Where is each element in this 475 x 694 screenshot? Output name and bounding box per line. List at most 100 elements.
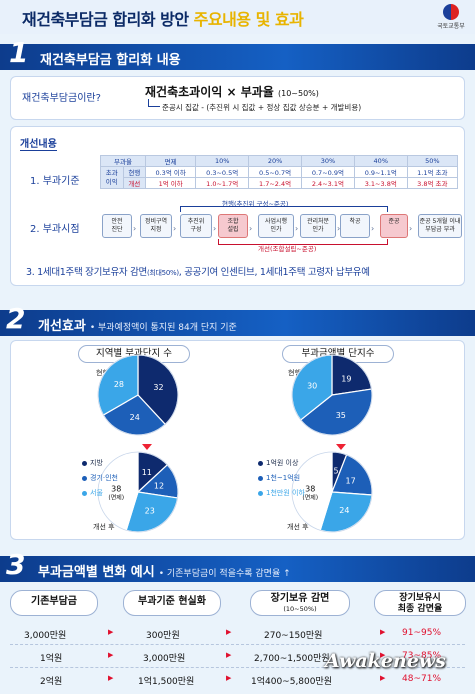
col-head-rate-l2: 최종 감면율 bbox=[397, 604, 443, 614]
flow-current-bracket bbox=[180, 206, 388, 212]
flow-arrow-icon: › bbox=[173, 224, 177, 233]
pie-value-label: 5 bbox=[334, 466, 339, 475]
pie-exempt-label: (면제) bbox=[108, 494, 124, 502]
flow-step-line1: 안전 bbox=[111, 218, 123, 225]
flow-arrow-icon: › bbox=[249, 224, 253, 233]
flow-step-line2: 인가 bbox=[270, 226, 282, 233]
pie-value-label: 32 bbox=[153, 383, 163, 392]
definition-question: 재건축부담금이란? bbox=[22, 93, 101, 104]
section1-bar bbox=[0, 44, 475, 70]
flow-arrow-icon: › bbox=[295, 224, 299, 233]
flow-step-line1: 준공 5개월 이내 bbox=[419, 218, 461, 225]
legend-text: 1억원 이상 bbox=[266, 459, 299, 467]
pie-exempt-label: (면제) bbox=[302, 494, 318, 502]
flow-arrow-icon: › bbox=[337, 224, 341, 233]
example-rate: 73~85% bbox=[402, 651, 441, 661]
flow-step: 관리처분 인가 bbox=[300, 214, 336, 238]
rate-header-cell: 10% bbox=[195, 155, 250, 167]
section2-number: 2 bbox=[6, 302, 26, 335]
pie-value-label: 11 bbox=[142, 468, 152, 477]
flow-step-line2: 지정 bbox=[150, 226, 162, 233]
pie-value-label: 35 bbox=[336, 411, 346, 420]
rate-table: 부과율 면제 10% 20% 30% 40% 50% 초과 이익 현행 0.3억… bbox=[99, 155, 459, 189]
right-after-label: 개선 후 bbox=[287, 523, 309, 531]
pie-value-label: 28 bbox=[114, 380, 124, 389]
pie-value-label: 38 bbox=[305, 485, 315, 494]
example-long: 270~150만원 bbox=[264, 631, 323, 641]
flow-arrow-icon: › bbox=[213, 224, 217, 233]
example-long: 2,700~1,500만원 bbox=[254, 654, 330, 664]
section1-title: 재건축부담금 합리화 내용 bbox=[40, 53, 181, 68]
flow-step-line2: 인가 bbox=[312, 226, 324, 233]
flow-arrow-icon: › bbox=[371, 224, 375, 233]
item1-label: 1. 부과기준 bbox=[30, 176, 80, 187]
col-head-long-sub: (10~50%) bbox=[283, 605, 317, 613]
flow-step: 추진위 구성 bbox=[180, 214, 212, 238]
example-rate: 48~71% bbox=[402, 674, 441, 684]
section3-title: 부과금액별 변화 예시 • 기존부담금이 적을수록 감면율 ↑ bbox=[38, 561, 291, 580]
flow-step-line1: 정비구역 bbox=[144, 218, 168, 225]
legend-swatch bbox=[258, 460, 263, 466]
legend-item: 서울 bbox=[82, 488, 118, 498]
item3-part-b: (최대50%) bbox=[146, 269, 179, 277]
section2-bar bbox=[0, 310, 475, 336]
ministry-logo: 국토교통부 bbox=[434, 4, 468, 30]
row-arrow-icon: ▶ bbox=[226, 628, 232, 636]
legend-item: 1천만원 이하 bbox=[258, 488, 305, 498]
legend-swatch bbox=[258, 475, 263, 481]
flow-step-line2: 구성 bbox=[190, 226, 202, 233]
flow-arrow-icon: › bbox=[133, 224, 137, 233]
pie-value-label: 24 bbox=[130, 413, 140, 422]
legend-text: 1천만원 이하 bbox=[266, 489, 305, 497]
left-current-label: 현행 bbox=[96, 369, 109, 377]
flow-step: 착공 bbox=[340, 214, 370, 238]
legend-item: 경기·인천 bbox=[82, 473, 118, 483]
section3-title-text: 부과금액별 변화 예시 bbox=[38, 565, 155, 580]
ministry-emblem-icon bbox=[443, 4, 459, 20]
flow-step-line1: 관리처분 bbox=[306, 218, 330, 225]
formula-detail: 준공시 집값 - (추진위 시 집값 + 정상 집값 상승분 + 개발비용) bbox=[162, 103, 362, 112]
flow-improved-bracket bbox=[218, 239, 388, 245]
rate-cell: 3.8억 초과 bbox=[406, 177, 459, 189]
flow-step-line1: 사업시행 bbox=[264, 218, 288, 225]
legend-swatch bbox=[258, 490, 263, 496]
col-head-rate: 장기보유시 최종 감면율 bbox=[374, 590, 466, 616]
flow-improved-note: 개선(조합설립~준공) bbox=[258, 245, 317, 253]
item3-part-c: , 공공기여 인센티브, 1세대1주택 고령자 납부유예 bbox=[178, 267, 370, 278]
flow-step: 조합 설립 bbox=[218, 214, 248, 238]
row-arrow-icon: ▶ bbox=[226, 651, 232, 659]
formula-range: (10~50%) bbox=[278, 89, 319, 98]
left-after-label: 개선 후 bbox=[93, 523, 115, 531]
flow-step: 준공 bbox=[380, 214, 408, 238]
legend-swatch bbox=[82, 460, 87, 466]
pie-outline bbox=[291, 451, 373, 533]
section2-title-text: 개선효과 bbox=[38, 319, 86, 334]
item2-label: 2. 부과시점 bbox=[30, 224, 80, 235]
page-title: 재건축부담금 합리화 방안 주요내용 및 효과 bbox=[22, 6, 304, 30]
legend-item: 지방 bbox=[82, 458, 118, 468]
flow-step: 준공 5개월 이내 부담금 부과 bbox=[418, 214, 462, 238]
improvement-label: 개선내용 bbox=[20, 135, 57, 151]
section1-number: 1 bbox=[9, 36, 29, 69]
section2-subtitle: • 부과예정액이 통지된 84개 단지 기준 bbox=[89, 323, 237, 333]
row-arrow-icon: ▶ bbox=[226, 674, 232, 682]
example-base: 2억원 bbox=[40, 677, 63, 687]
example-realistic: 3,000만원 bbox=[143, 654, 186, 664]
example-rate: 91~95% bbox=[402, 628, 441, 638]
right-change-arrow-icon bbox=[336, 444, 346, 450]
page-title-part1: 재건축부담금 합리화 방안 bbox=[22, 10, 194, 29]
example-realistic: 1억1,500만원 bbox=[138, 677, 195, 687]
page-header: 재건축부담금 합리화 방안 주요내용 및 효과 국토교통부 bbox=[0, 0, 475, 34]
flow-step: 안전 진단 bbox=[102, 214, 132, 238]
row-divider bbox=[10, 644, 465, 645]
row-arrow-icon: ▶ bbox=[380, 628, 386, 636]
pie-value-label: 19 bbox=[341, 374, 351, 383]
rate-cell: 1억 이하 bbox=[145, 177, 197, 189]
flow-arrow-icon: › bbox=[409, 224, 413, 233]
row-arrow-icon: ▶ bbox=[380, 674, 386, 682]
item3-text: 3. 1세대1주택 장기보유자 감면(최대50%), 공공기여 인센티브, 1세… bbox=[26, 264, 370, 278]
pie-value-label: 30 bbox=[307, 381, 317, 390]
legend-swatch bbox=[82, 490, 87, 496]
legend-swatch bbox=[82, 475, 87, 481]
flow-step: 사업시행 인가 bbox=[258, 214, 294, 238]
